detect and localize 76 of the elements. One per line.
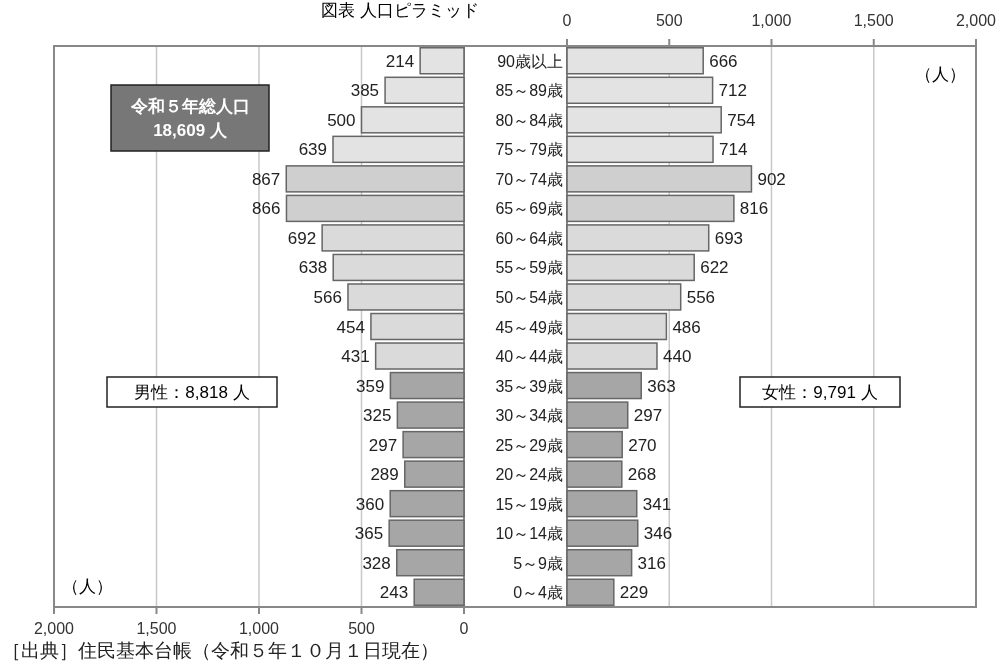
data-label: 556 [686,287,716,307]
x2-tick-label: 0 [562,12,572,29]
y-tick-label: 45～49歳 [495,318,563,336]
y-tick-label: 10～14歳 [495,525,563,543]
data-label: 341 [642,494,672,514]
y-tick-label: 65～69歳 [495,200,563,218]
data-label: 902 [757,169,786,189]
data-label: 297 [368,435,398,455]
y-tick-label: 5～9歳 [513,554,563,572]
data-label: 359 [356,376,385,396]
data-label: 365 [354,524,384,544]
text-box: 女性：9,791 人 [739,376,901,408]
y-tick-label: 70～74歳 [495,170,563,188]
y-tick-label: 60～64歳 [495,229,563,247]
chart-title: 図表 人口ピラミッド [321,1,479,20]
x-axis-title: （人） [915,65,966,84]
x2-tick-label: 1,500 [853,12,894,29]
data-label: 638 [298,258,328,278]
x-tick-label: 1,500 [136,620,177,637]
data-label: 867 [251,169,281,189]
text: ［出典］住民基本台帳（令和５年１０月１日現在） [2,640,439,661]
data-label: 500 [327,110,356,130]
y-tick-label: 75～79歳 [495,141,563,159]
data-label: 666 [709,51,738,71]
y-tick-label: 0～4歳 [513,584,563,602]
data-label: 714 [719,140,748,160]
data-label: 639 [298,140,328,160]
y-tick-label: 50～54歳 [495,288,563,306]
y-tick-label: 25～29歳 [495,436,563,454]
data-label: 692 [287,228,317,248]
y-tick-label: 40～44歳 [495,348,563,366]
data-label: 328 [362,553,391,573]
y-tick-label: 90歳以上 [497,52,563,70]
y-tick-label: 85～89歳 [495,82,563,100]
data-label: 297 [633,406,663,426]
x2-tick-label: 500 [655,12,683,29]
data-label: 229 [619,583,649,603]
data-label: 622 [700,258,729,278]
data-label: 712 [718,81,747,101]
data-label: 816 [739,199,769,219]
data-label: 243 [379,583,409,603]
data-label: 363 [647,376,676,396]
y-tick-label: 80～84歳 [495,111,563,129]
annotation: 令和５年総人口 18,609 人 [129,97,250,140]
data-label: 693 [714,228,744,248]
data-label: 325 [363,406,392,426]
y-tick-label: 20～24歳 [495,466,563,484]
x-axis-title: （人） [62,577,113,596]
data-label: 454 [336,317,365,337]
x-tick-label: 1,000 [238,620,280,637]
text-box: 令和５年総人口 18,609 人 [110,84,270,152]
data-label: 566 [313,287,342,307]
data-label: 385 [350,81,380,101]
x-tick-label: 500 [348,620,375,637]
data-label: 866 [252,199,281,219]
data-label: 268 [627,465,657,485]
y-tick-label: 55～59歳 [495,259,563,277]
data-label: 270 [628,435,657,455]
x-tick-label: 0 [459,620,469,637]
data-label: 289 [370,465,399,485]
text-box: 男性：8,818 人 [106,376,278,408]
data-label: 754 [727,110,756,130]
data-label: 316 [637,553,666,573]
data-label: 431 [341,347,370,367]
x2-tick-label: 2,000 [955,12,997,29]
y-tick-label: 15～19歳 [495,495,563,513]
y-tick-label: 30～34歳 [495,407,563,425]
x-tick-label: 2,000 [33,620,75,637]
data-label: 360 [355,494,385,514]
data-label: 440 [662,347,692,367]
data-label: 214 [385,51,415,71]
y-tick-label: 35～39歳 [495,377,563,395]
data-label: 346 [643,524,673,544]
x2-tick-label: 1,000 [751,12,792,29]
data-label: 486 [672,317,701,337]
annotation: 男性：8,818 人 [134,383,250,402]
